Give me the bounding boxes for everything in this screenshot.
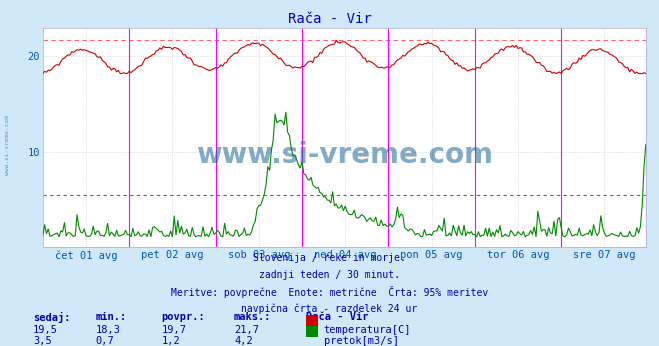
Text: maks.:: maks.: [234, 312, 272, 322]
Text: 1,2: 1,2 [161, 336, 180, 346]
Text: navpična črta - razdelek 24 ur: navpična črta - razdelek 24 ur [241, 303, 418, 313]
Text: 19,5: 19,5 [33, 325, 58, 335]
Text: 19,7: 19,7 [161, 325, 186, 335]
Text: Rača - Vir: Rača - Vir [287, 12, 372, 26]
Text: 3,5: 3,5 [33, 336, 51, 346]
Text: pretok[m3/s]: pretok[m3/s] [324, 336, 399, 346]
Text: www.si-vreme.com: www.si-vreme.com [5, 115, 11, 175]
Text: 0,7: 0,7 [96, 336, 114, 346]
Text: zadnji teden / 30 minut.: zadnji teden / 30 minut. [259, 270, 400, 280]
Text: www.si-vreme.com: www.si-vreme.com [196, 141, 493, 169]
Text: temperatura[C]: temperatura[C] [324, 325, 411, 335]
Text: Rača - Vir: Rača - Vir [306, 312, 369, 322]
Text: 18,3: 18,3 [96, 325, 121, 335]
Text: sedaj:: sedaj: [33, 312, 71, 323]
Text: Slovenija / reke in morje.: Slovenija / reke in morje. [253, 253, 406, 263]
Text: 21,7: 21,7 [234, 325, 259, 335]
Text: 4,2: 4,2 [234, 336, 252, 346]
Text: povpr.:: povpr.: [161, 312, 205, 322]
Text: Meritve: povprečne  Enote: metrične  Črta: 95% meritev: Meritve: povprečne Enote: metrične Črta:… [171, 286, 488, 299]
Text: min.:: min.: [96, 312, 127, 322]
